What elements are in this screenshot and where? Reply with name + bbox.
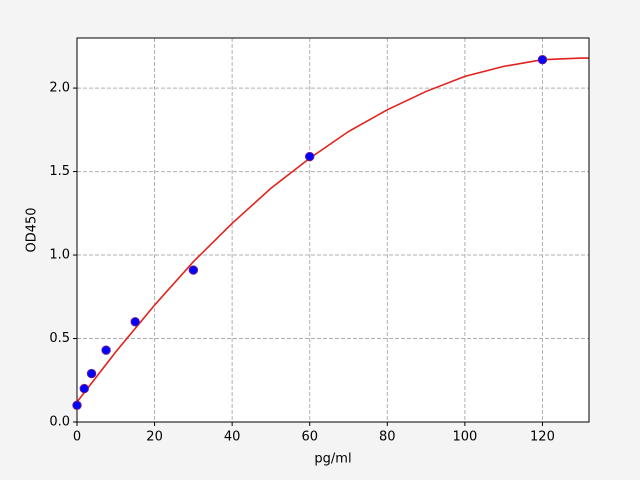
x-axis-label: pg/ml <box>314 452 351 467</box>
y-tick-label: 1.5 <box>49 164 70 179</box>
y-tick-label: 0.5 <box>49 331 70 346</box>
data-point <box>130 317 140 327</box>
y-tick-label: 0.0 <box>49 415 70 430</box>
y-tick-label: 2.0 <box>49 81 70 96</box>
data-point <box>101 345 111 355</box>
fit-curve <box>76 57 589 403</box>
data-point <box>305 151 315 162</box>
plot-area <box>77 38 589 422</box>
x-tick-label: 60 <box>301 430 318 445</box>
plot-frame <box>76 37 590 423</box>
y-axis-label: OD450 <box>25 207 40 252</box>
data-point <box>86 368 97 379</box>
x-tick-label: 100 <box>452 430 477 445</box>
y-tick-label: 1.0 <box>49 248 70 263</box>
x-tick-label: 0 <box>73 430 81 445</box>
x-tick-label: 80 <box>379 430 396 445</box>
data-point <box>79 383 89 394</box>
x-tick-label: 120 <box>530 430 555 445</box>
data-point <box>188 265 199 275</box>
data-point <box>72 400 82 411</box>
data-point <box>537 55 548 65</box>
x-tick-label: 20 <box>146 430 163 445</box>
x-tick-label: 40 <box>224 430 241 445</box>
